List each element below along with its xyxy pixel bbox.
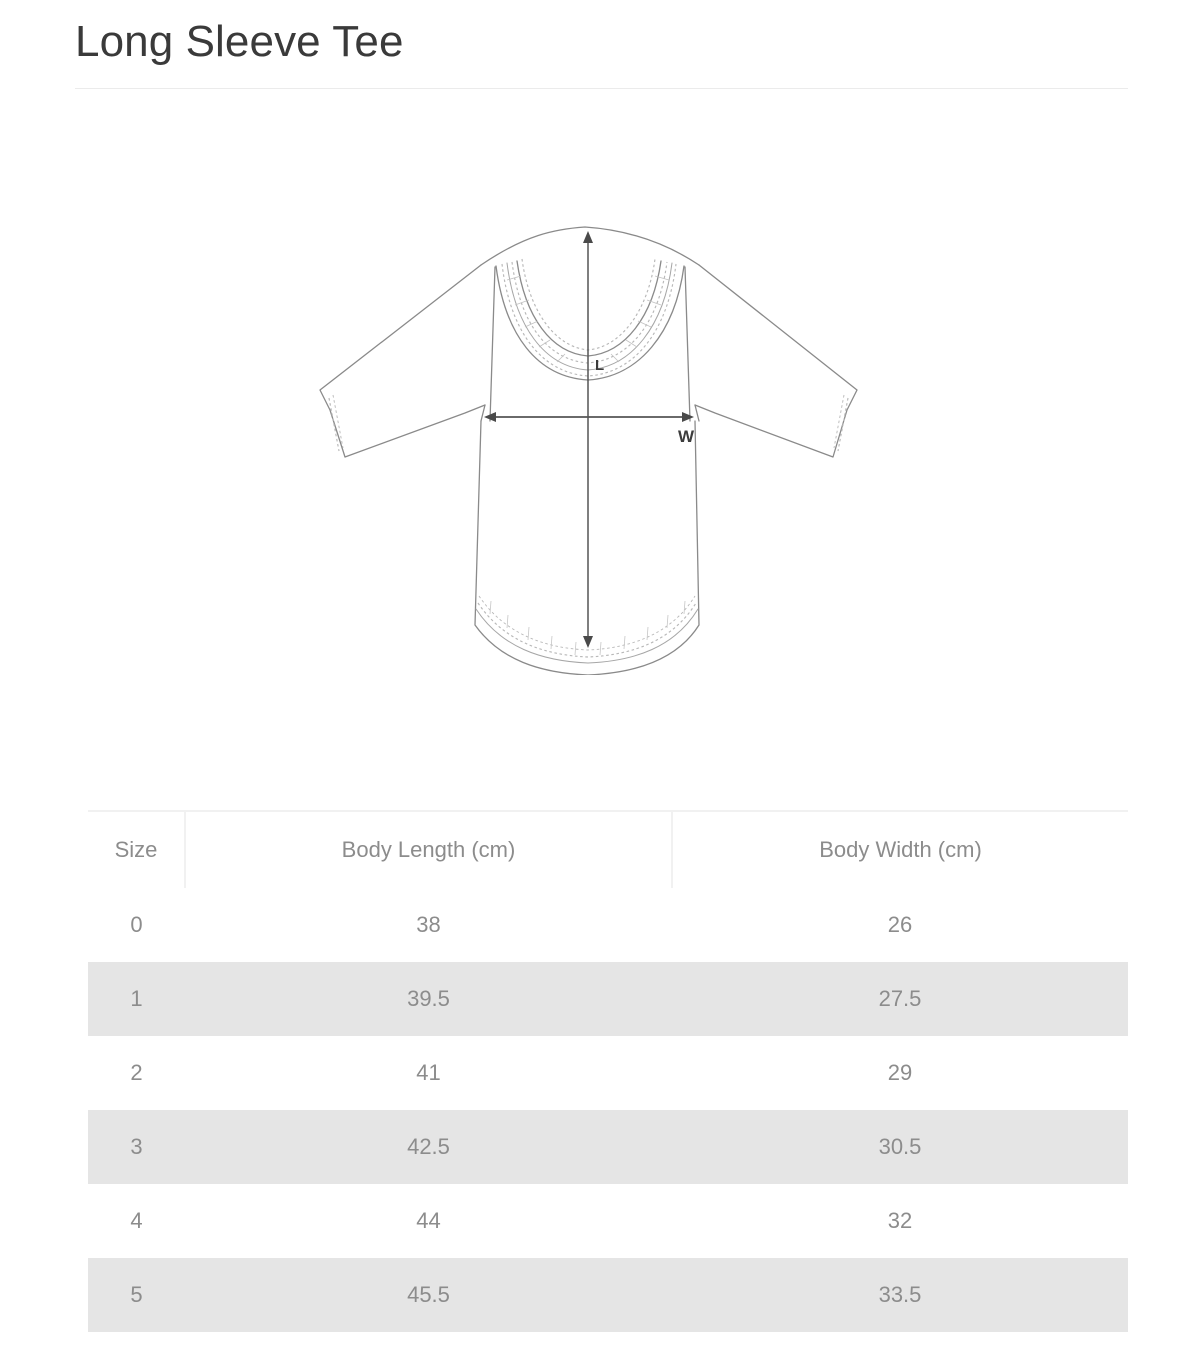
cell-body-length: 42.5 [185,1110,672,1184]
column-header-body-length: Body Length (cm) [184,810,672,888]
size-chart-table: Size Body Length (cm) Body Width (cm) 0 … [88,810,1128,1332]
cell-size: 2 [130,1060,143,1085]
width-dimension-arrow [484,412,694,422]
cell-size: 0 [130,912,143,937]
cell-size: 1 [88,962,185,1036]
cell-size: 5 [88,1258,185,1332]
length-label: L [595,357,604,374]
cell-body-length: 39.5 [185,962,672,1036]
cell-body-width: 32 [887,1208,913,1233]
page-title: Long Sleeve Tee [75,17,404,66]
cell-body-width: 30.5 [672,1110,1128,1184]
table-header-row: Size Body Length (cm) Body Width (cm) [88,810,1128,888]
table-row: 0 38 26 [88,888,1128,962]
garment-illustration: L W [285,205,915,675]
long-sleeve-tee-svg: L W [319,226,858,675]
table-header: Size Body Length (cm) Body Width (cm) [88,810,1128,888]
cell-body-width: 26 [887,912,913,937]
cell-size: 3 [88,1110,185,1184]
table-row: 1 39.5 27.5 [88,962,1128,1036]
cell-body-length: 38 [416,912,441,937]
table-row: 3 42.5 30.5 [88,1110,1128,1184]
width-label: W [678,427,695,446]
table-body: 0 38 26 1 39.5 27.5 2 41 29 3 42.5 30.5 … [88,888,1128,1332]
cell-size: 4 [130,1208,143,1233]
cell-body-length: 41 [416,1060,441,1085]
cell-body-length: 44 [416,1208,441,1233]
table-row: 2 41 29 [88,1036,1128,1110]
cell-body-length: 45.5 [185,1258,672,1332]
column-header-body-width: Body Width (cm) [671,810,1128,888]
column-header-size: Size [88,810,185,888]
table-row: 5 45.5 33.5 [88,1258,1128,1332]
cell-body-width: 29 [887,1060,913,1085]
length-dimension-arrow [583,231,593,648]
cell-body-width: 27.5 [672,962,1128,1036]
cell-body-width: 33.5 [672,1258,1128,1332]
table-row: 4 44 32 [88,1184,1128,1258]
title-divider [75,88,1128,89]
